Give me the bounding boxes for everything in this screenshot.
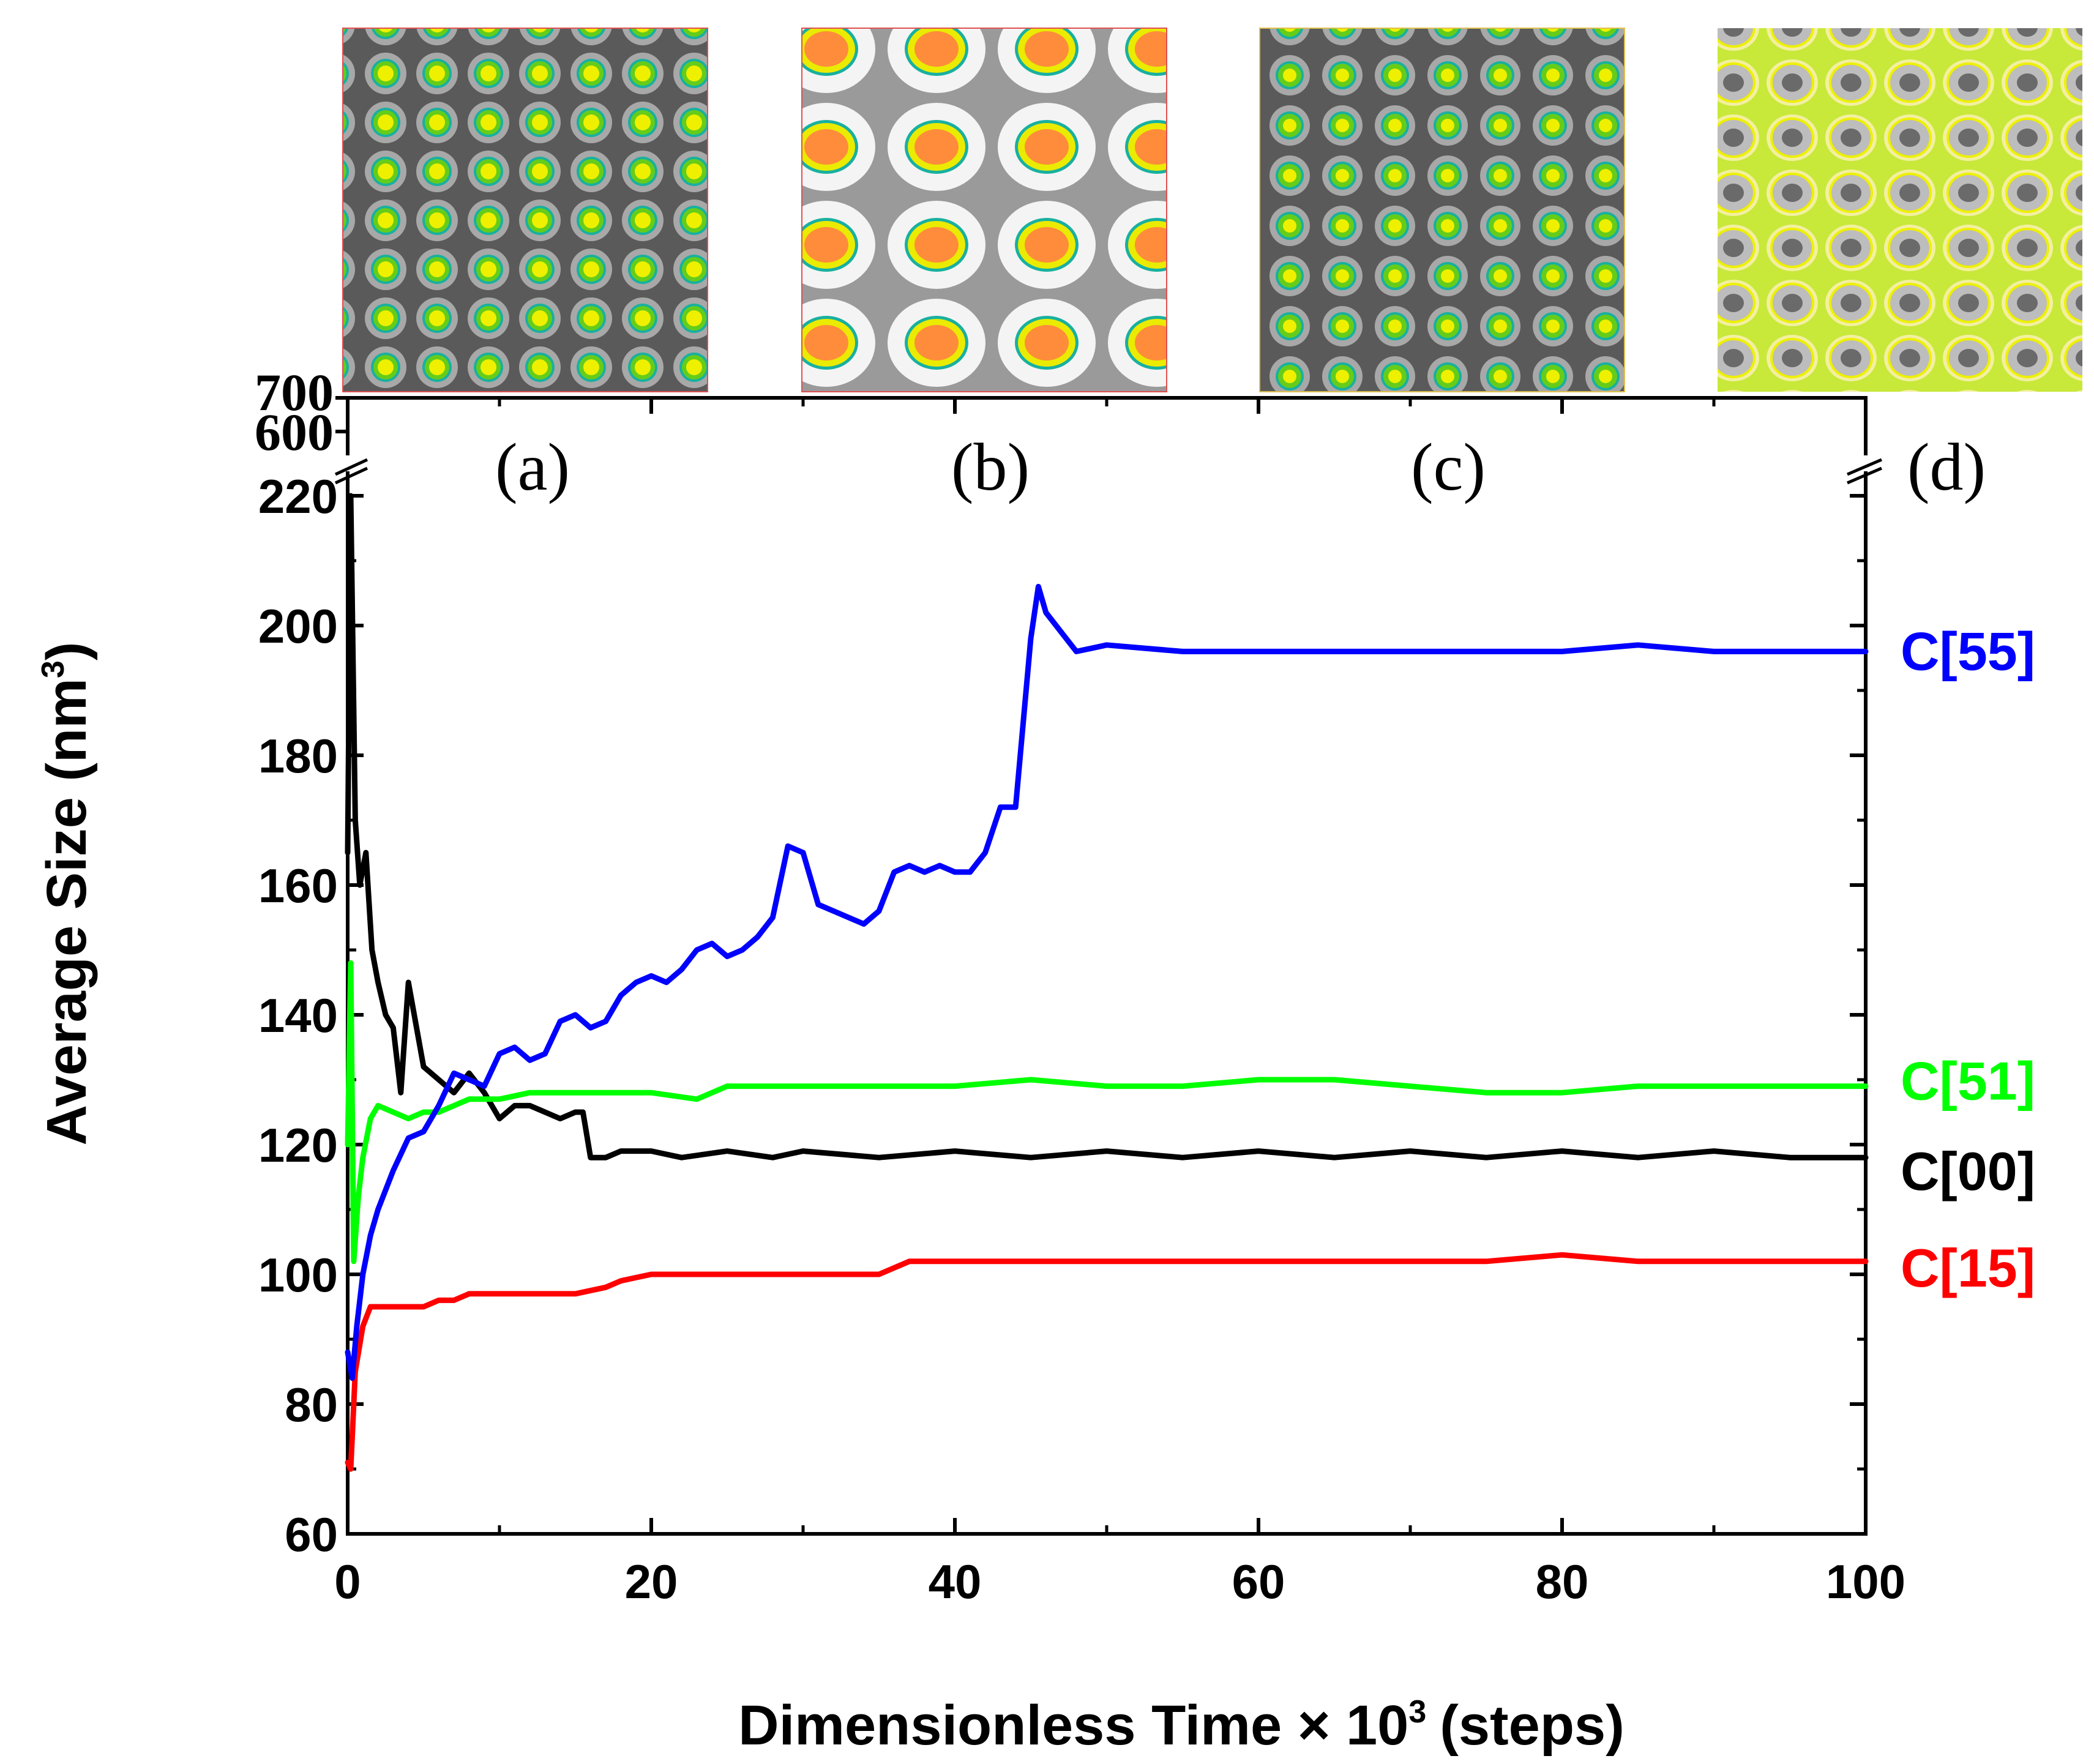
x-axis-title-suffix: (steps)	[1440, 1694, 1625, 1757]
x-tick-label-40: 40	[929, 1555, 982, 1609]
series-label-c51: C[51]	[1901, 1051, 2035, 1112]
panel-label-d: (d)	[1907, 430, 1986, 504]
y-tick-label-200: 200	[258, 599, 338, 653]
y-tick-label-220: 220	[258, 469, 338, 523]
axis-break-mark-left-1	[334, 458, 368, 476]
panel-b-image	[801, 28, 1167, 392]
y-tick-label-100: 100	[258, 1248, 338, 1302]
y-axis-title-suffix: )	[36, 641, 98, 660]
x-axis-title: Dimensionless Time × 103 (steps)	[738, 1694, 1625, 1757]
panel-label-a: (a)	[495, 430, 570, 504]
y-tick-label-140: 140	[258, 989, 338, 1042]
panel-label-c: (c)	[1411, 430, 1486, 504]
x-tick-label-80: 80	[1536, 1555, 1589, 1609]
x-tick-label-100: 100	[1826, 1555, 1905, 1609]
y-axis-title-sup: 3	[36, 660, 71, 678]
x-axis-title-sup: 3	[1408, 1694, 1426, 1730]
x-tick-label-20: 20	[625, 1555, 678, 1609]
x-tick-label-0: 0	[334, 1555, 361, 1609]
y-tick-label-120: 120	[258, 1118, 338, 1172]
panel-d-image	[1718, 28, 2082, 392]
y-tick-label-180: 180	[258, 729, 338, 783]
series-line-c00	[345, 493, 1869, 1160]
series-line-c55	[345, 583, 1869, 1381]
y-axis-title: Average Size (nm3)	[36, 641, 98, 1145]
axis-break-mark-right-1	[1847, 458, 1882, 476]
y-tick-label-160: 160	[258, 859, 338, 913]
series-line-c51	[345, 960, 1869, 1265]
x-axis-title-main: Dimensionless Time × 10	[738, 1694, 1408, 1757]
panel-a-image	[342, 28, 708, 392]
panel-c-image	[1259, 28, 1625, 392]
y-tick-label-80: 80	[285, 1378, 338, 1432]
break-tick-label-600: 600	[255, 403, 334, 462]
series-label-c15: C[15]	[1901, 1238, 2035, 1298]
axis-break-mark-left-2	[334, 466, 368, 485]
y-axis-title-main: Average Size (nm	[36, 678, 98, 1146]
y-tick-label-60: 60	[285, 1508, 338, 1561]
series-line-c15	[345, 1252, 1869, 1472]
series-label-c55: C[55]	[1901, 621, 2035, 681]
axis-break-mark-right-2	[1847, 466, 1882, 485]
x-tick-label-60: 60	[1232, 1555, 1285, 1609]
break-tick-label-700: 700	[255, 363, 334, 422]
series-label-c00: C[00]	[1901, 1141, 2035, 1202]
plot-frame	[346, 396, 1868, 1536]
panel-label-b: (b)	[951, 430, 1030, 504]
